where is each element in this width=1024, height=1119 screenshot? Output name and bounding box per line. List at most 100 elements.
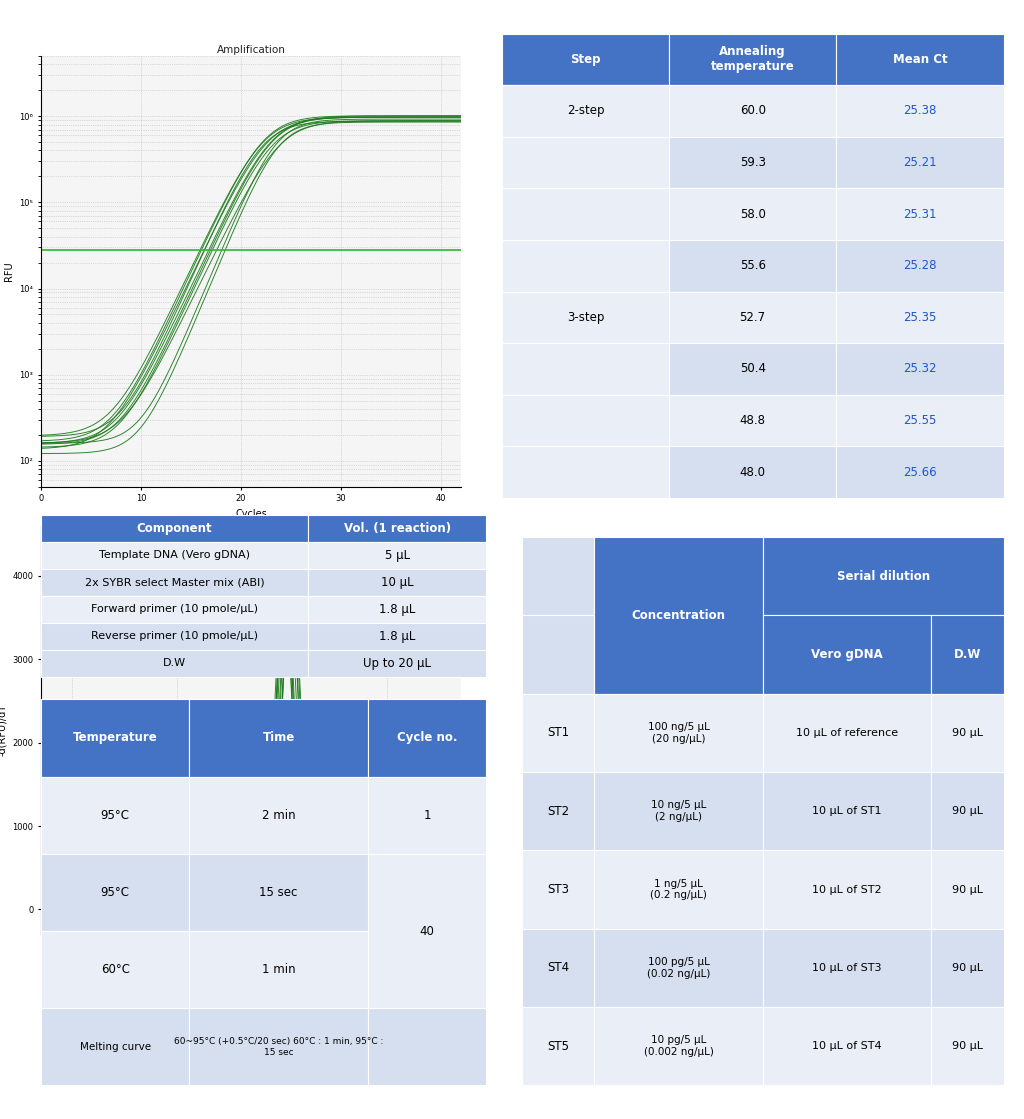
Bar (669, 34, 837, 85)
Bar (837, 137, 1004, 188)
Text: 1 min: 1 min (262, 963, 295, 976)
Bar (189, 854, 368, 931)
Text: Component: Component (137, 521, 212, 535)
Text: 3-step: 3-step (566, 311, 604, 323)
Text: 95°C: 95°C (100, 809, 130, 821)
Bar (189, 1008, 368, 1085)
Text: 48.0: 48.0 (739, 466, 766, 479)
Bar (308, 568, 486, 596)
Text: 25.55: 25.55 (903, 414, 937, 427)
Text: Concentration: Concentration (632, 609, 726, 622)
Text: 10 μL of ST2: 10 μL of ST2 (812, 885, 882, 894)
Bar (669, 292, 837, 344)
Bar (837, 446, 1004, 498)
Text: Step: Step (570, 53, 601, 66)
Bar (669, 137, 837, 188)
Bar (837, 239, 1004, 292)
Bar (837, 34, 1004, 85)
Text: 100 pg/5 μL
(0.02 ng/μL): 100 pg/5 μL (0.02 ng/μL) (647, 957, 711, 979)
Text: ST3: ST3 (548, 883, 569, 896)
Bar (763, 929, 932, 1007)
Y-axis label: -d(RFU)/dT: -d(RFU)/dT (0, 704, 6, 756)
Text: Forward primer (10 pmole/μL): Forward primer (10 pmole/μL) (91, 604, 258, 614)
Bar (594, 850, 763, 929)
Text: 58.0: 58.0 (739, 208, 766, 220)
Text: Cycle no.: Cycle no. (396, 732, 458, 744)
Bar (502, 292, 669, 344)
Bar (763, 772, 932, 850)
Text: 2-step: 2-step (566, 104, 604, 117)
Bar (669, 239, 837, 292)
Text: Temperature: Temperature (73, 732, 158, 744)
Bar (368, 1008, 486, 1085)
Bar (41, 854, 189, 931)
Bar (669, 344, 837, 395)
Bar (502, 188, 669, 239)
Bar (502, 188, 669, 239)
Text: 90 μL: 90 μL (952, 1042, 983, 1051)
Text: 50.4: 50.4 (739, 363, 766, 376)
Bar (41, 699, 189, 777)
Bar (932, 850, 1004, 929)
Text: 100 ng/5 μL
(20 ng/μL): 100 ng/5 μL (20 ng/μL) (648, 722, 710, 744)
Text: Up to 20 μL: Up to 20 μL (364, 657, 431, 670)
Bar (502, 239, 669, 292)
Bar (837, 344, 1004, 395)
Text: 1.8 μL: 1.8 μL (379, 603, 416, 615)
Bar (932, 1007, 1004, 1085)
Text: ST2: ST2 (547, 805, 569, 818)
Bar (41, 515, 308, 542)
Bar (502, 344, 669, 395)
Text: 10 ng/5 μL
(2 ng/μL): 10 ng/5 μL (2 ng/μL) (651, 800, 707, 822)
Bar (502, 292, 669, 344)
Text: 48.8: 48.8 (739, 414, 766, 427)
Text: 59.3: 59.3 (739, 156, 766, 169)
Bar (522, 850, 594, 929)
Text: ST4: ST4 (547, 961, 569, 975)
Title: Amplification: Amplification (216, 45, 286, 55)
Bar (522, 929, 594, 1007)
Bar (502, 446, 669, 498)
Bar (502, 446, 669, 498)
Text: Annealing
temperature: Annealing temperature (711, 46, 795, 74)
X-axis label: Cycles: Cycles (234, 509, 267, 519)
Bar (308, 623, 486, 650)
Bar (502, 34, 669, 85)
Bar (308, 542, 486, 568)
Bar (594, 694, 763, 772)
Bar (932, 694, 1004, 772)
Text: 40: 40 (420, 924, 434, 938)
Text: Mean Ct: Mean Ct (893, 53, 947, 66)
Text: 10 μL of ST3: 10 μL of ST3 (812, 963, 882, 972)
Bar (189, 777, 368, 854)
Bar (932, 615, 1004, 694)
Text: 2 min: 2 min (262, 809, 295, 821)
Text: 60°C: 60°C (100, 963, 130, 976)
Text: 10 μL of ST4: 10 μL of ST4 (812, 1042, 882, 1051)
Text: 95°C: 95°C (100, 886, 130, 899)
Bar (41, 931, 189, 1008)
Bar (837, 395, 1004, 446)
Text: Serial dilution: Serial dilution (837, 570, 930, 583)
Bar (837, 188, 1004, 239)
Bar (594, 929, 763, 1007)
Bar (594, 772, 763, 850)
Bar (522, 694, 594, 772)
Bar (189, 931, 368, 1008)
Bar (594, 537, 763, 694)
Text: 25.28: 25.28 (903, 260, 937, 272)
Bar (41, 596, 308, 623)
Bar (522, 772, 594, 850)
Bar (308, 650, 486, 677)
Text: Melting curve: Melting curve (80, 1042, 151, 1052)
Text: 90 μL: 90 μL (952, 807, 983, 816)
Bar (932, 772, 1004, 850)
Bar (669, 85, 837, 137)
Bar (368, 854, 486, 1008)
Bar (763, 615, 932, 694)
Bar (502, 85, 669, 137)
Text: 90 μL: 90 μL (952, 885, 983, 894)
Title: Melt Peak: Melt Peak (225, 515, 276, 525)
Text: Vol. (1 reaction): Vol. (1 reaction) (344, 521, 451, 535)
Text: Vero gDNA: Vero gDNA (811, 648, 883, 661)
